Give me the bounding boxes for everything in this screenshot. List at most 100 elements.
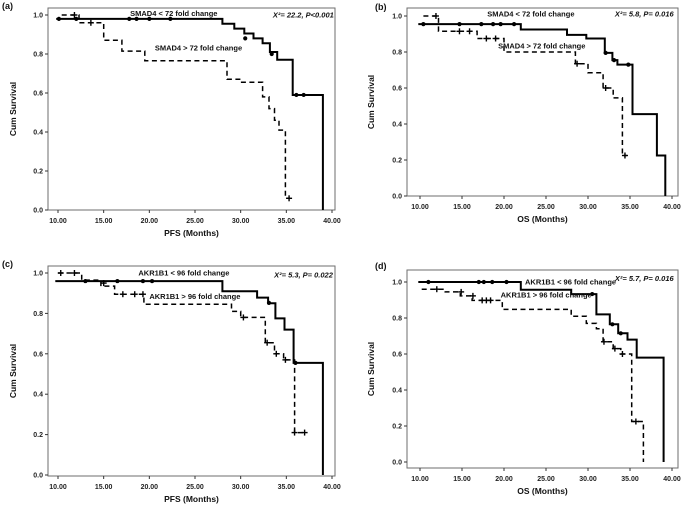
y-tick-label: 0.2 bbox=[33, 432, 43, 439]
censor-dot bbox=[457, 22, 462, 27]
x-tick-label: 10.00 bbox=[411, 476, 429, 483]
x-tick-label: 40.00 bbox=[663, 476, 681, 483]
x-tick-label: 35.00 bbox=[278, 484, 296, 491]
censor-dot bbox=[243, 36, 248, 41]
curve-label: SMAD4 > 72 fold change bbox=[498, 42, 585, 51]
censor-dot bbox=[140, 278, 146, 284]
x-tick-label: 35.00 bbox=[621, 476, 639, 483]
stats-annotation: X²= 22.2, P<0.001 bbox=[272, 11, 334, 20]
curve-label: SMAD4 < 72 fold change bbox=[130, 9, 217, 18]
x-tick-label: 25.00 bbox=[537, 204, 555, 211]
plot-box bbox=[47, 7, 336, 211]
km-curve-dashed bbox=[61, 14, 290, 200]
y-tick-label: 0.8 bbox=[33, 311, 43, 318]
panel-a: 10.00 15.00 20.00 25.00 30.00 35.00 40.00 0.0 0.… bbox=[8, 7, 341, 238]
x-tick-label: 40.00 bbox=[323, 484, 341, 491]
y-tick-label: 1.0 bbox=[392, 14, 402, 21]
x-axis-title: OS (Months) bbox=[517, 214, 568, 224]
x-tick-label: 40.00 bbox=[323, 218, 341, 225]
curve-label: AKR1B1 < 96 fold change bbox=[138, 269, 229, 278]
censor-dot bbox=[618, 331, 623, 336]
x-tick-label: 35.00 bbox=[621, 204, 639, 211]
x-tick-label: 20.00 bbox=[495, 204, 513, 211]
curve-label: SMAD4 < 72 fold change bbox=[487, 10, 574, 19]
plot-box bbox=[406, 7, 679, 197]
x-tick-label: 20.00 bbox=[141, 218, 159, 225]
stats-annotation: X²= 5.7, P= 0.016 bbox=[614, 274, 675, 283]
y-tick-label: 0.0 bbox=[392, 460, 402, 467]
y-tick-label: 0.0 bbox=[33, 208, 43, 215]
x-tick-label: 30.00 bbox=[579, 476, 597, 483]
x-tick-label: 15.00 bbox=[95, 218, 113, 225]
x-tick-label: 30.00 bbox=[232, 218, 250, 225]
km-curve-solid bbox=[418, 23, 667, 196]
censor-dot bbox=[149, 278, 155, 284]
censor-dot bbox=[266, 300, 272, 305]
x-tick-label: 10.00 bbox=[49, 484, 67, 491]
y-tick-label: 0.8 bbox=[33, 52, 43, 59]
panel-c: 10.00 15.00 20.00 25.00 30.00 35.00 40.00 0.0 0.… bbox=[8, 265, 341, 504]
x-tick-label: 35.00 bbox=[278, 218, 296, 225]
y-tick-label: 0.6 bbox=[33, 351, 43, 358]
curve-label: AKR1B1 > 96 fold change bbox=[149, 292, 240, 301]
censor-dot bbox=[476, 279, 481, 285]
censor-dot bbox=[490, 279, 495, 285]
panel-b-tag: (b) bbox=[375, 2, 387, 12]
curve-label: AKR1B1 < 96 fold change bbox=[525, 278, 616, 287]
censor-dot bbox=[504, 279, 509, 285]
y-tick-label: 0.6 bbox=[392, 352, 402, 359]
censor-dot bbox=[610, 322, 615, 327]
km-curve-dashed bbox=[423, 15, 627, 157]
y-tick-label: 0.4 bbox=[392, 122, 402, 129]
y-axis-title: Cum Survival bbox=[8, 344, 18, 398]
y-tick-label: 0.2 bbox=[33, 169, 43, 176]
panel-b: 10.00 15.00 20.00 25.00 30.00 35.00 40.00 0.0 0.… bbox=[366, 7, 681, 224]
x-tick-label: 25.00 bbox=[186, 484, 204, 491]
censor-dot bbox=[481, 279, 486, 285]
x-tick-label: 15.00 bbox=[453, 204, 471, 211]
censor-dot bbox=[498, 22, 503, 27]
x-tick-label: 30.00 bbox=[579, 204, 597, 211]
y-tick-label: 0.4 bbox=[33, 130, 43, 137]
censor-dot bbox=[603, 50, 608, 56]
x-tick-label: 10.00 bbox=[49, 218, 67, 225]
censor-dot bbox=[294, 92, 299, 98]
curve-label: SMAD4 > 72 fold change bbox=[155, 44, 242, 53]
y-tick-label: 0.0 bbox=[33, 473, 43, 480]
x-tick-label: 10.00 bbox=[411, 204, 429, 211]
x-axis-title: PFS (Months) bbox=[164, 494, 219, 504]
panel-d-tag: (d) bbox=[375, 261, 387, 271]
km-curve-solid bbox=[56, 17, 324, 210]
censor-dot bbox=[426, 279, 431, 285]
panel-c-tag: (c) bbox=[2, 259, 13, 269]
x-axis-title: OS (Months) bbox=[517, 486, 568, 496]
x-axis-title: PFS (Months) bbox=[164, 228, 219, 238]
km-curve-solid bbox=[55, 280, 324, 475]
panel-d: 10.00 15.00 20.00 25.00 30.00 35.00 40.00 0.0 0.… bbox=[366, 269, 681, 496]
x-tick-label: 15.00 bbox=[453, 476, 471, 483]
x-tick-label: 15.00 bbox=[95, 484, 113, 491]
plot-box bbox=[406, 269, 679, 469]
censor-dot bbox=[511, 22, 517, 27]
y-tick-label: 0.6 bbox=[33, 91, 43, 98]
y-tick-label: 0.6 bbox=[392, 86, 402, 93]
x-tick-label: 20.00 bbox=[495, 476, 513, 483]
censor-dot bbox=[56, 16, 62, 21]
y-tick-label: 0.2 bbox=[392, 424, 402, 431]
censor-dot bbox=[479, 22, 484, 27]
y-tick-label: 1.0 bbox=[392, 280, 402, 287]
x-tick-label: 25.00 bbox=[186, 218, 204, 225]
censor-dot bbox=[134, 16, 139, 21]
y-axis-title: Cum Survival bbox=[366, 342, 376, 396]
y-tick-label: 0.2 bbox=[392, 158, 402, 165]
y-tick-label: 0.0 bbox=[392, 194, 402, 201]
y-tick-label: 0.4 bbox=[33, 392, 43, 399]
censor-dot bbox=[115, 278, 120, 284]
x-tick-label: 25.00 bbox=[537, 476, 555, 483]
x-tick-label: 20.00 bbox=[141, 484, 159, 491]
y-tick-label: 1.0 bbox=[33, 271, 43, 278]
x-tick-label: 40.00 bbox=[663, 204, 681, 211]
y-tick-label: 0.4 bbox=[392, 388, 402, 395]
